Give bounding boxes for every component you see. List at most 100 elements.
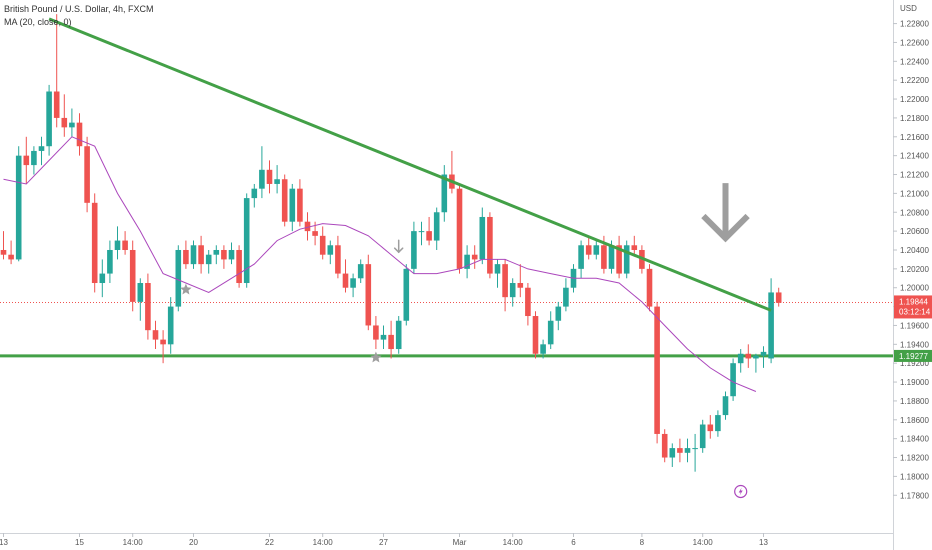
candle-body [198, 245, 204, 265]
candle-body [69, 122, 75, 128]
candle-body [585, 245, 592, 255]
candle-body [122, 240, 128, 250]
candle [213, 245, 220, 265]
y-tick-label: 1.22400 [900, 57, 929, 66]
candle [114, 226, 121, 260]
down-arrow-icon [393, 239, 404, 254]
candle-body [312, 231, 318, 236]
candle-body [243, 198, 250, 284]
candle-body [236, 249, 242, 284]
candle-body [677, 448, 683, 453]
legend-ma: MA (20, close, 0) [4, 17, 72, 27]
candle-body [768, 292, 774, 359]
candle [274, 165, 280, 194]
candle [411, 221, 417, 274]
y-tick-label: 1.19400 [900, 340, 929, 349]
candle-body [183, 249, 189, 265]
y-tick-label: 1.22200 [900, 76, 929, 85]
y-tick-label: 1.21400 [900, 152, 929, 161]
candle [715, 410, 721, 437]
x-tick-label: 14:00 [503, 538, 524, 547]
y-tick-label: 1.20400 [900, 246, 929, 255]
candle [205, 249, 212, 274]
candle [563, 278, 569, 312]
candle [479, 207, 486, 265]
y-tick-label: 1.20600 [900, 227, 929, 236]
candle-body [342, 273, 349, 288]
candle [616, 235, 622, 279]
candle-body [753, 355, 759, 359]
candle-body [601, 245, 607, 269]
candle [775, 287, 782, 307]
candle [84, 136, 90, 213]
candle-body [745, 353, 752, 359]
candle [768, 278, 774, 364]
candle [91, 193, 98, 293]
candle-body [502, 264, 508, 298]
candle-body [623, 245, 630, 274]
candle [183, 240, 189, 269]
support-price-label: 1.19277 [899, 352, 928, 361]
candle-body [525, 287, 531, 317]
candle-body [99, 273, 106, 284]
resistance-trendline [48, 17, 772, 312]
candle-body [304, 221, 311, 232]
candle [593, 240, 600, 260]
candle-body [145, 283, 151, 331]
candle [441, 165, 448, 222]
candle-body [395, 320, 402, 350]
candle-body [737, 353, 744, 364]
candle-body [297, 188, 303, 222]
candle-body [509, 283, 516, 298]
candle [259, 146, 265, 199]
candle [221, 245, 227, 269]
candle-body [107, 249, 113, 274]
candle-body [631, 245, 638, 250]
x-tick-label: 8 [640, 538, 645, 547]
candle [23, 136, 30, 184]
candle-body [76, 122, 83, 147]
candle-body [221, 249, 227, 260]
candle-body [251, 188, 258, 199]
candle [487, 212, 493, 279]
candle [380, 325, 387, 350]
candle-body [616, 245, 622, 274]
candle [335, 235, 341, 279]
x-tick-label: 13 [0, 538, 8, 547]
candle [31, 146, 37, 175]
candle-body [373, 325, 379, 340]
candle [373, 316, 379, 350]
candle-body [654, 306, 660, 434]
candle [730, 358, 736, 401]
candle-body [722, 396, 729, 416]
candle [532, 311, 539, 359]
plot-area [0, 14, 893, 499]
candle [297, 179, 303, 227]
candle [99, 259, 106, 298]
candle [304, 212, 311, 241]
candle [198, 235, 204, 274]
candle-body [578, 245, 584, 269]
candle [145, 273, 151, 340]
x-tick-label: 13 [759, 538, 768, 547]
candle-body [31, 150, 37, 166]
candle [61, 94, 68, 137]
candle-body [646, 268, 653, 307]
candle [745, 344, 752, 368]
candle-body [91, 202, 98, 284]
star-icon [180, 283, 192, 295]
candle-body [456, 188, 463, 269]
candle-body [540, 344, 546, 354]
candle-body [494, 264, 501, 274]
candle-body [129, 249, 136, 302]
candle-body [547, 320, 554, 345]
candle [129, 240, 136, 312]
candle-body [403, 268, 410, 321]
y-tick-label: 1.21200 [900, 171, 929, 180]
lightning-bolt [738, 487, 743, 496]
candle-body [669, 448, 676, 458]
y-tick-label: 1.18200 [900, 454, 929, 463]
candle [646, 264, 653, 312]
candle-body [684, 448, 691, 453]
